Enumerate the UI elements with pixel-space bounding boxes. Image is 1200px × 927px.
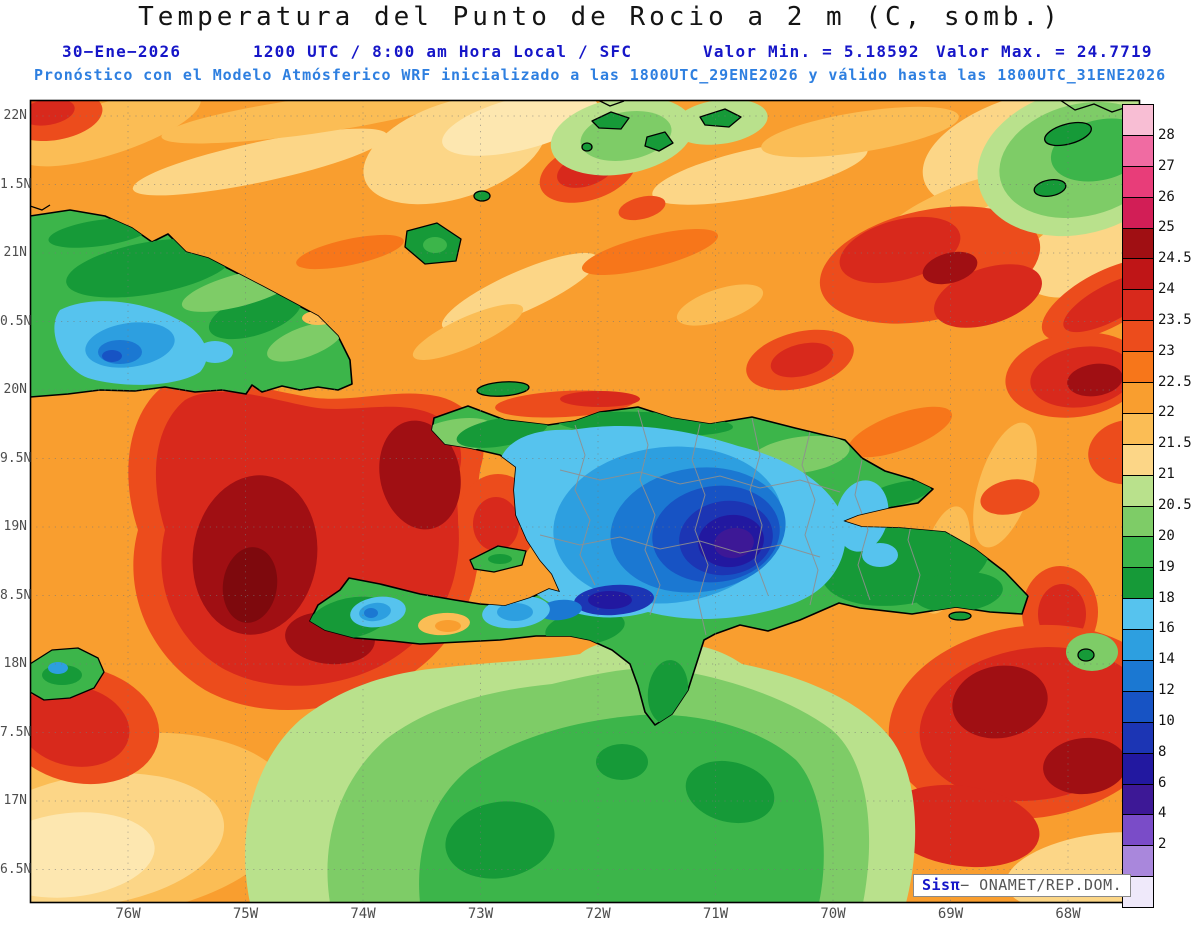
watermark-text: − ONAMET/REP.DOM. bbox=[960, 876, 1123, 894]
colorbar-cell bbox=[1123, 196, 1153, 228]
colorbar-cell bbox=[1123, 474, 1153, 506]
colorbar-cell bbox=[1123, 690, 1153, 722]
colorbar bbox=[1122, 104, 1154, 908]
colorbar-cell bbox=[1123, 567, 1153, 599]
colorbar-cell bbox=[1123, 783, 1153, 815]
colorbar-tick-label: 23.5 bbox=[1158, 311, 1192, 328]
colorbar-cell bbox=[1123, 289, 1153, 321]
colorbar-cell bbox=[1123, 134, 1153, 166]
colorbar-tick-label: 22.5 bbox=[1158, 373, 1192, 390]
watermark: Sisπ− ONAMET/REP.DOM. bbox=[913, 874, 1132, 897]
model-info-line: Pronóstico con el Modelo Atmósferico WRF… bbox=[33, 66, 1167, 84]
hispaniola-landmass bbox=[309, 405, 1029, 726]
colorbar-tick-label: 6 bbox=[1158, 774, 1167, 791]
colorbar-tick-label: 27 bbox=[1158, 157, 1175, 174]
colorbar-tick-label: 20.5 bbox=[1158, 497, 1192, 513]
colorbar-tick-label: 21.5 bbox=[1158, 435, 1192, 452]
colorbar-cell bbox=[1123, 814, 1153, 846]
colorbar-labels: 28 27 26 25 24.5 24 23.5 23 22.5 22 21.5 21 20.5 20 19… bbox=[1158, 0, 1200, 927]
colorbar-cell bbox=[1123, 351, 1153, 383]
colorbar-tick-label: 24 bbox=[1158, 281, 1175, 298]
small-islands bbox=[30, 100, 1140, 701]
colorbar-tick-label: 20 bbox=[1158, 527, 1175, 544]
colorbar-tick-label: 26 bbox=[1158, 188, 1175, 205]
colorbar-cell bbox=[1123, 505, 1153, 537]
colorbar-tick-label: 28 bbox=[1158, 126, 1175, 143]
colorbar-tick-label: 8 bbox=[1158, 743, 1167, 760]
colorbar-tick-label: 10 bbox=[1158, 712, 1175, 729]
colorbar-cell bbox=[1123, 382, 1153, 413]
colorbar-cell bbox=[1123, 660, 1153, 691]
colorbar-cell bbox=[1123, 536, 1153, 568]
colorbar-tick-label: 12 bbox=[1158, 682, 1175, 699]
colorbar-cell bbox=[1123, 105, 1153, 135]
valid-date: 30−Ene−2026 bbox=[62, 42, 182, 61]
colorbar-tick-label: 18 bbox=[1158, 589, 1175, 606]
colorbar-tick-label: 24.5 bbox=[1158, 250, 1192, 267]
colorbar-cell bbox=[1123, 320, 1153, 352]
colorbar-cell bbox=[1123, 227, 1153, 259]
colorbar-cell bbox=[1123, 443, 1153, 475]
colorbar-cell bbox=[1123, 165, 1153, 197]
colorbar-tick-label: 25 bbox=[1158, 219, 1175, 236]
colorbar-cell bbox=[1123, 721, 1153, 753]
colorbar-cell bbox=[1123, 629, 1153, 661]
colorbar-cell bbox=[1123, 412, 1153, 444]
page-title: Temperatura del Punto de Rocio a 2 m (C,… bbox=[138, 2, 1062, 32]
colorbar-cell bbox=[1123, 845, 1153, 877]
grid-lines bbox=[30, 100, 1140, 903]
colorbar-tick-label: 22 bbox=[1158, 404, 1175, 421]
colorbar-cell bbox=[1123, 258, 1153, 290]
colorbar-tick-label: 21 bbox=[1158, 466, 1175, 483]
colorbar-tick-label: 23 bbox=[1158, 342, 1175, 359]
colorbar-tick-label: 14 bbox=[1158, 651, 1175, 668]
colorbar-cell bbox=[1123, 752, 1153, 784]
colorbar-tick-label: 4 bbox=[1158, 805, 1167, 822]
value-min-label: Valor Min. = 5.18592 bbox=[703, 42, 920, 61]
colorbar-tick-label: 16 bbox=[1158, 620, 1175, 637]
colorbar-tick-label: 2 bbox=[1158, 836, 1167, 853]
colorbar-tick-label: 19 bbox=[1158, 558, 1175, 575]
colorbar-cell bbox=[1123, 598, 1153, 630]
valid-time: 1200 UTC / 8:00 am Hora Local / SFC bbox=[253, 42, 633, 61]
value-max-label: Valor Max. = 24.7719 bbox=[936, 42, 1153, 61]
cuba-landmass bbox=[30, 209, 353, 398]
watermark-logo: Sisπ bbox=[922, 876, 961, 894]
